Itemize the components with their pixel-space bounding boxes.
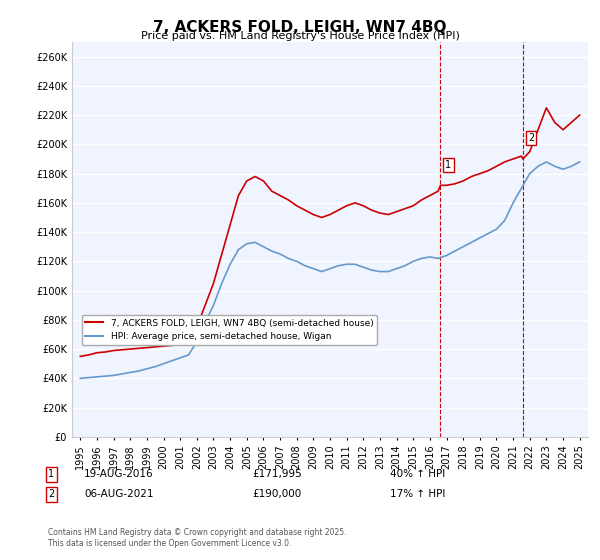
Text: 06-AUG-2021: 06-AUG-2021 <box>84 489 154 500</box>
Text: 1: 1 <box>48 469 54 479</box>
Text: Price paid vs. HM Land Registry's House Price Index (HPI): Price paid vs. HM Land Registry's House … <box>140 31 460 41</box>
Legend: 7, ACKERS FOLD, LEIGH, WN7 4BQ (semi-detached house), HPI: Average price, semi-d: 7, ACKERS FOLD, LEIGH, WN7 4BQ (semi-det… <box>82 315 377 345</box>
Text: 1: 1 <box>445 160 452 170</box>
Text: 2: 2 <box>48 489 54 500</box>
Text: 17% ↑ HPI: 17% ↑ HPI <box>390 489 445 500</box>
Text: Contains HM Land Registry data © Crown copyright and database right 2025.
This d: Contains HM Land Registry data © Crown c… <box>48 528 347 548</box>
Text: 7, ACKERS FOLD, LEIGH, WN7 4BQ: 7, ACKERS FOLD, LEIGH, WN7 4BQ <box>153 20 447 35</box>
Text: £190,000: £190,000 <box>252 489 301 500</box>
Text: 40% ↑ HPI: 40% ↑ HPI <box>390 469 445 479</box>
Text: 2: 2 <box>528 133 534 143</box>
Text: 19-AUG-2016: 19-AUG-2016 <box>84 469 154 479</box>
Text: £171,995: £171,995 <box>252 469 302 479</box>
